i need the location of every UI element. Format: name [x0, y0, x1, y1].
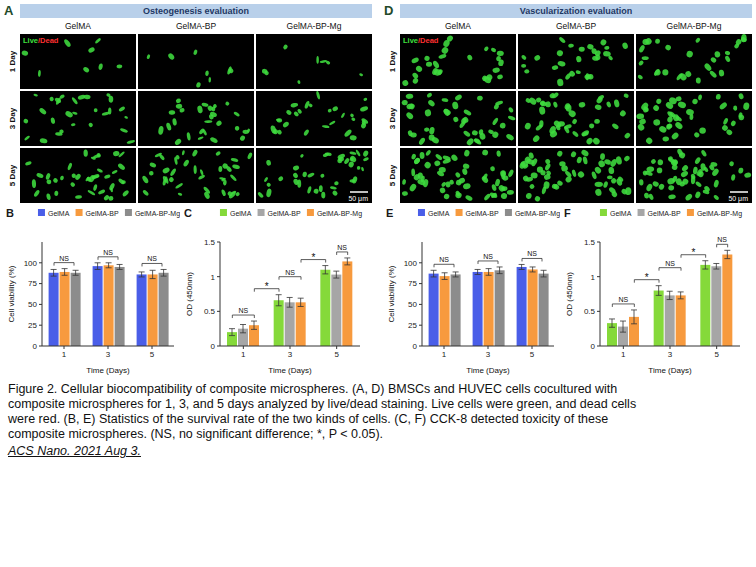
svg-text:3 Day: 3 Day [388, 107, 397, 129]
html-text:GelMA: GelMA [445, 21, 471, 31]
svg-text:GelMA-BP-Mg: GelMA-BP-Mg [317, 210, 362, 218]
html-text:GelMA-BP: GelMA-BP [555, 21, 597, 31]
svg-text:NS: NS [59, 255, 69, 262]
svg-text:0: 0 [413, 342, 418, 351]
svg-text:0: 0 [591, 342, 596, 351]
svg-text:1: 1 [211, 273, 216, 282]
svg-text:1 Day: 1 Day [388, 50, 397, 72]
svg-text:3: 3 [486, 350, 491, 359]
svg-text:GelMA-BP-Mg: GelMA-BP-Mg [135, 210, 180, 218]
svg-text:GelMA-BP: GelMA-BP [648, 210, 681, 217]
svg-text:1: 1 [591, 273, 596, 282]
svg-text:50 μm: 50 μm [348, 195, 368, 203]
svg-text:NS: NS [665, 260, 675, 267]
svg-text:GelMA-BP-Mg: GelMA-BP-Mg [697, 210, 742, 218]
svg-text:OD (450nm): OD (450nm) [565, 272, 574, 316]
svg-text:50: 50 [28, 300, 37, 309]
svg-text:*: * [691, 247, 695, 258]
html-text:Osteogenesis evaluation: Osteogenesis evaluation [143, 6, 249, 16]
svg-text:5 Day: 5 Day [388, 164, 397, 186]
svg-text:50 μm: 50 μm [728, 195, 748, 203]
svg-text:5 Day: 5 Day [8, 164, 17, 186]
svg-text:1.5: 1.5 [584, 238, 596, 247]
svg-text:NS: NS [238, 307, 248, 314]
svg-text:3: 3 [668, 350, 673, 359]
svg-text:0.5: 0.5 [204, 307, 216, 316]
svg-text:100: 100 [24, 259, 38, 268]
html-text:ACS Nano. 2021 Aug 3.: ACS Nano. 2021 Aug 3. [8, 444, 141, 458]
html-text:D: D [384, 3, 394, 18]
svg-text:B: B [6, 207, 14, 219]
html-text:GelMA: GelMA [65, 21, 91, 31]
svg-text:F: F [564, 207, 571, 219]
svg-text:Time (Days): Time (Days) [268, 366, 312, 375]
svg-text:Time (Days): Time (Days) [648, 366, 692, 375]
svg-text:25: 25 [28, 321, 37, 330]
svg-text:GelMA: GelMA [428, 210, 450, 217]
html-text:GelMA-BP: GelMA-BP [175, 21, 217, 31]
svg-text:NS: NS [285, 269, 295, 276]
svg-text:1.5: 1.5 [204, 238, 216, 247]
svg-text:GelMA: GelMA [230, 210, 252, 217]
svg-text:1: 1 [442, 350, 447, 359]
svg-text:GelMA-BP: GelMA-BP [268, 210, 301, 217]
svg-text:GelMA-BP: GelMA-BP [466, 210, 499, 217]
svg-text:GelMA-BP: GelMA-BP [86, 210, 119, 217]
svg-text:GelMA: GelMA [610, 210, 632, 217]
svg-text:NS: NS [103, 249, 113, 256]
svg-text:NS: NS [439, 256, 449, 263]
html-text:GelMA-BP-Mg: GelMA-BP-Mg [286, 21, 342, 31]
svg-text:3 Day: 3 Day [8, 107, 17, 129]
svg-text:5: 5 [150, 350, 155, 359]
svg-text:1: 1 [621, 350, 626, 359]
svg-text:NS: NS [337, 244, 347, 251]
svg-text:25: 25 [408, 321, 417, 330]
svg-text:1: 1 [62, 350, 67, 359]
svg-text:NS: NS [527, 250, 537, 257]
svg-text:Live/Dead: Live/Dead [23, 36, 59, 45]
svg-text:*: * [311, 252, 315, 263]
html-text:A: A [4, 3, 14, 18]
svg-text:GelMA: GelMA [48, 210, 70, 217]
svg-text:0.5: 0.5 [584, 307, 596, 316]
svg-text:Time (Days): Time (Days) [86, 366, 130, 375]
svg-text:Live/Dead: Live/Dead [403, 36, 439, 45]
svg-text:5: 5 [334, 350, 339, 359]
svg-text:0: 0 [33, 342, 38, 351]
svg-text:3: 3 [106, 350, 111, 359]
svg-text:Time (Days): Time (Days) [466, 366, 510, 375]
svg-text:5: 5 [530, 350, 535, 359]
svg-text:5: 5 [714, 350, 719, 359]
svg-text:OD (450nm): OD (450nm) [185, 272, 194, 316]
svg-text:Cell viability (%): Cell viability (%) [7, 265, 16, 322]
svg-text:1 Day: 1 Day [8, 50, 17, 72]
svg-text:3: 3 [288, 350, 293, 359]
svg-text:0: 0 [211, 342, 216, 351]
svg-text:C: C [184, 207, 192, 219]
html-text:GelMA-BP-Mg: GelMA-BP-Mg [666, 21, 722, 31]
svg-text:*: * [645, 272, 649, 283]
svg-text:75: 75 [408, 279, 417, 288]
html-text:Figure 2. Cellular biocompatib: Figure 2. Cellular biocompatibility of c… [8, 382, 637, 441]
svg-text:50: 50 [408, 300, 417, 309]
svg-text:NS: NS [483, 253, 493, 260]
svg-text:1: 1 [241, 350, 246, 359]
html-text:Vascularization evaluation: Vascularization evaluation [519, 6, 633, 16]
svg-text:*: * [265, 281, 269, 292]
svg-text:75: 75 [28, 279, 37, 288]
svg-text:Cell viability (%): Cell viability (%) [387, 265, 396, 322]
svg-text:GelMA-BP-Mg: GelMA-BP-Mg [515, 210, 560, 218]
svg-text:100: 100 [404, 259, 418, 268]
svg-text:NS: NS [147, 255, 157, 262]
svg-text:NS: NS [618, 296, 628, 303]
svg-text:NS: NS [717, 236, 727, 243]
svg-text:E: E [386, 207, 393, 219]
